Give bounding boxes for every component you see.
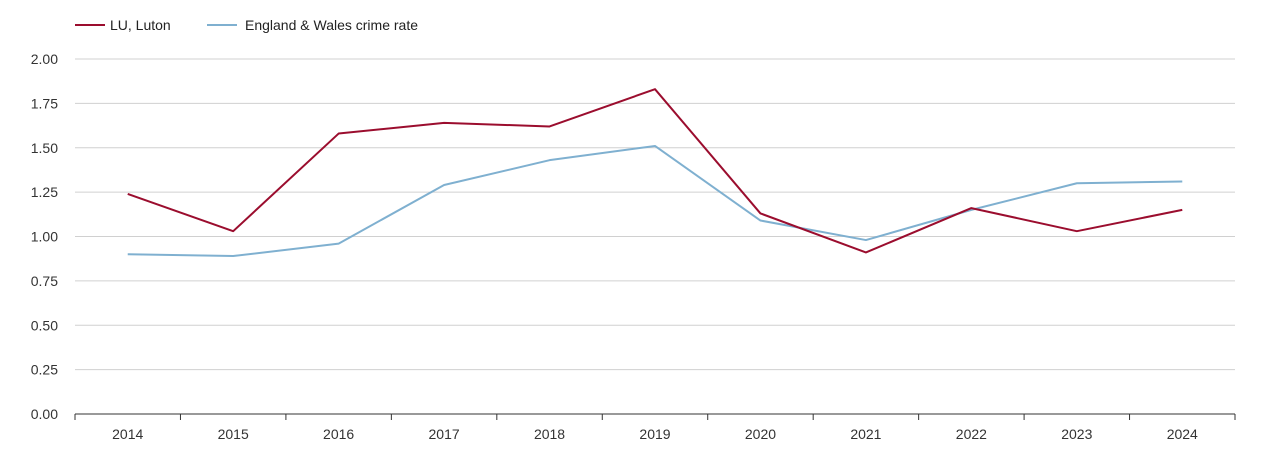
x-tick-label: 2018 (534, 426, 565, 442)
legend-item: LU, Luton (75, 17, 171, 33)
series-1 (127, 144, 1183, 258)
y-axis-ticks: 0.00 0.25 0.50 0.75 1.00 1.25 1.50 1.75 2.00 (31, 51, 58, 422)
gridlines (75, 58, 1235, 371)
y-tick-label: 0.50 (31, 317, 58, 333)
x-tick-label: 2024 (1167, 426, 1198, 442)
y-tick-label: 0.75 (31, 273, 58, 289)
y-tick-label: 1.50 (31, 140, 58, 156)
x-tick-label: 2014 (112, 426, 143, 442)
x-axis: 2014 2015 2016 2017 2018 2019 2020 2021 2022 2023… (74, 413, 1236, 442)
y-tick-label: 1.25 (31, 184, 58, 200)
x-tick-label: 2015 (218, 426, 249, 442)
series-lines (127, 88, 1183, 258)
legend: LU, Luton England & Wales crime rate (75, 17, 418, 33)
x-tick-label: 2019 (639, 426, 670, 442)
y-tick-label: 1.75 (31, 95, 58, 111)
legend-label: LU, Luton (110, 17, 171, 33)
series-line (127, 88, 1183, 254)
y-tick-label: 1.00 (31, 229, 58, 245)
y-tick-label: 0.25 (31, 362, 58, 378)
y-tick-label: 0.00 (31, 406, 58, 422)
y-tick-label: 2.00 (31, 51, 58, 67)
x-tick-label: 2020 (745, 426, 776, 442)
legend-item: England & Wales crime rate (207, 17, 418, 33)
legend-label: England & Wales crime rate (245, 17, 418, 33)
series-0 (127, 88, 1183, 254)
x-tick-label: 2021 (850, 426, 881, 442)
x-tick-label: 2022 (956, 426, 987, 442)
x-tick-label: 2023 (1061, 426, 1092, 442)
series-line (127, 144, 1183, 258)
x-tick-label: 2016 (323, 426, 354, 442)
x-tick-label: 2017 (429, 426, 460, 442)
